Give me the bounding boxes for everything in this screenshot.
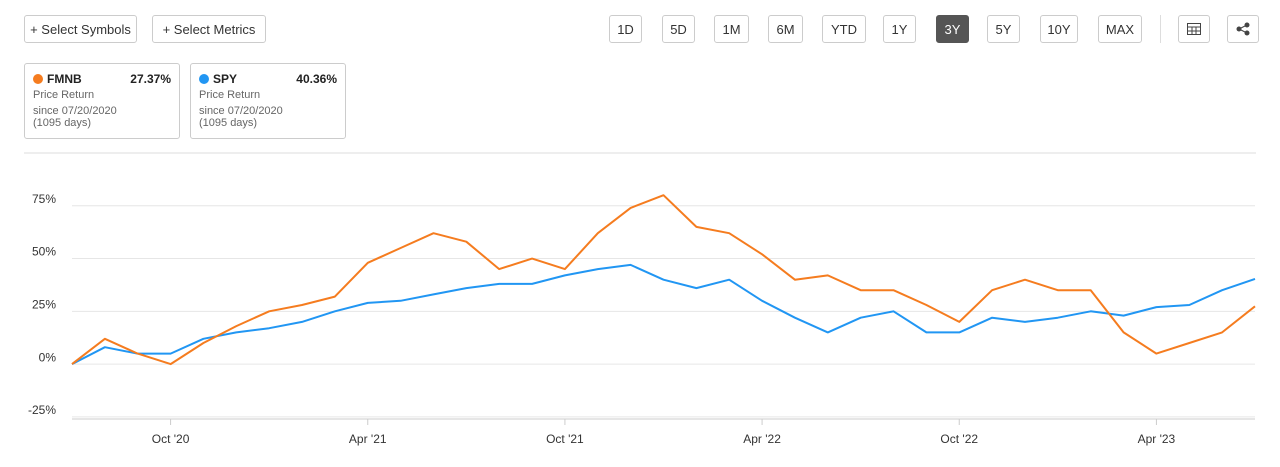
card-metric: Price Return bbox=[33, 89, 95, 101]
table-icon bbox=[1187, 23, 1201, 35]
y-tick-label: -25% bbox=[28, 403, 56, 417]
card-header: SPY 40.36% bbox=[199, 72, 337, 86]
x-tick-label: Apr '23 bbox=[1138, 432, 1176, 446]
select-metrics-button[interactable]: + Select Metrics bbox=[152, 15, 266, 43]
card-header: FMNB 27.37% bbox=[33, 72, 171, 86]
legend-card[interactable]: SPY 40.36% Price Return since 07/20/2020 (10… bbox=[190, 63, 346, 139]
range-button[interactable]: 1M bbox=[714, 15, 749, 43]
card-metric: Price Return bbox=[199, 89, 261, 101]
select-symbols-button[interactable]: + Select Symbols bbox=[24, 15, 137, 43]
legend-dot bbox=[33, 74, 43, 84]
legend-card[interactable]: FMNB 27.37% Price Return since 07/20/2020 (1… bbox=[24, 63, 180, 139]
range-button[interactable]: YTD bbox=[822, 15, 866, 43]
y-tick-label: 50% bbox=[32, 245, 56, 259]
share-icon bbox=[1236, 22, 1250, 36]
legend-label: SPY bbox=[213, 72, 238, 86]
share-button[interactable] bbox=[1227, 15, 1259, 43]
card-return: 27.37% bbox=[130, 72, 171, 86]
card-return: 40.36% bbox=[296, 72, 337, 86]
card-symbol: SPY bbox=[199, 72, 237, 86]
range-button[interactable]: 1Y bbox=[883, 15, 916, 43]
y-tick-label: 0% bbox=[39, 350, 57, 364]
range-button[interactable]: MAX bbox=[1098, 15, 1142, 43]
x-tick-label: Oct '22 bbox=[940, 432, 978, 446]
range-button[interactable]: 10Y bbox=[1040, 15, 1078, 43]
x-tick-label: Apr '22 bbox=[743, 432, 781, 446]
legend-dot bbox=[199, 74, 209, 84]
legend-label: FMNB bbox=[47, 72, 82, 86]
line-series bbox=[71, 194, 1256, 366]
y-tick-label: 25% bbox=[32, 298, 56, 312]
range-button[interactable]: 1D bbox=[609, 15, 642, 43]
card-since: since 07/20/2020 bbox=[199, 105, 283, 117]
range-button[interactable]: 5D bbox=[662, 15, 695, 43]
range-button[interactable]: 6M bbox=[768, 15, 803, 43]
range-button[interactable]: 5Y bbox=[987, 15, 1020, 43]
x-tick-label: Oct '21 bbox=[546, 432, 584, 446]
card-since: since 07/20/2020 bbox=[33, 105, 117, 117]
line-series bbox=[71, 263, 1256, 365]
range-button[interactable]: 3Y bbox=[936, 15, 969, 43]
y-tick-label: 75% bbox=[32, 192, 56, 206]
separator bbox=[1160, 15, 1161, 43]
card-symbol: FMNB bbox=[33, 72, 82, 86]
x-tick-label: Apr '21 bbox=[349, 432, 387, 446]
table-button[interactable] bbox=[1178, 15, 1210, 43]
card-days: (1095 days) bbox=[33, 117, 92, 129]
card-days: (1095 days) bbox=[199, 117, 258, 129]
x-tick-label: Oct '20 bbox=[152, 432, 190, 446]
